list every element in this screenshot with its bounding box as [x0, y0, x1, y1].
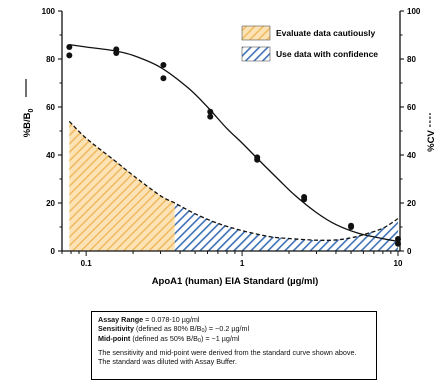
legend-swatch [241, 25, 271, 41]
legend-label: Evaluate data cautiously [276, 28, 375, 38]
y-right-tick-label: 20 [407, 199, 416, 208]
data-point [301, 196, 308, 203]
sensitivity-sub: 0 [201, 328, 205, 335]
sensitivity-line: Sensitivity (defined as 80% B/B0) = ~0.2… [98, 324, 370, 335]
y-left-title-main: %B/B [22, 112, 33, 137]
y-left-title-sub: 0 [28, 109, 35, 113]
midpoint-sub: 0 [197, 337, 201, 344]
assay-range-label: Assay Range [98, 315, 144, 324]
y-left-tick-label: 0 [51, 247, 56, 256]
midpoint-line: Mid-point (defined as 50% B/B0) = ~1 µg/… [98, 333, 370, 344]
y-right-tick-label: 80 [407, 55, 416, 64]
y-left-tick-label: 100 [42, 7, 56, 16]
assay-range-line: Assay Range = 0.078-10 µg/ml [98, 315, 370, 324]
y-right-tick-label: 0 [407, 247, 412, 256]
midpoint-pre: (defined as 50% B/B [130, 333, 198, 343]
x-tick-label: 1 [240, 259, 245, 268]
assay-range-value: = 0.078-10 µg/ml [143, 315, 200, 324]
legend-label: Use data with confidence [276, 49, 378, 59]
y-left-tick-label: 40 [46, 151, 55, 160]
sensitivity-post: ) = ~0.2 µg/ml [204, 324, 250, 334]
caution-region [69, 121, 175, 252]
y-right-tick-label: 40 [407, 151, 416, 160]
data-point [348, 224, 355, 230]
x-axis-title: ApoA1 (human) EIA Standard (µg/ml) [152, 276, 319, 287]
y-left-tick-label: 80 [46, 55, 55, 64]
assay-note: The sensitivity and mid-point were deriv… [98, 347, 357, 367]
cv-dashed-line [68, 120, 399, 241]
sensitivity-label: Sensitivity [98, 324, 134, 334]
y-right-axis-title: %CV [426, 130, 437, 152]
assay-info-box: Assay Range = 0.078-10 µg/ml Sensitivity… [91, 311, 377, 380]
data-point [207, 108, 214, 115]
midpoint-label: Mid-point [98, 333, 131, 343]
y-right-tick-label: 100 [407, 7, 421, 16]
legend-swatch [241, 46, 271, 62]
data-point [66, 52, 73, 59]
data-point [160, 62, 167, 68]
y-left-tick-label: 20 [46, 199, 55, 208]
y-right-tick-label: 60 [407, 103, 416, 112]
data-point [113, 50, 120, 56]
data-point [160, 75, 167, 82]
data-point [66, 44, 73, 50]
data-point [254, 156, 261, 163]
x-tick-label: 0.1 [81, 259, 93, 268]
standard-curve-chart: 0 0 20 20 40 40 60 60 80 80 100 100 0.1 1 10 Evaluate … [22, 7, 437, 287]
y-left-axis-title: %B/B0 [22, 109, 35, 138]
data-point [207, 113, 214, 120]
sensitivity-pre: (defined as 80% B/B [133, 324, 202, 334]
x-tick-label: 10 [394, 259, 403, 268]
confidence-region [174, 203, 398, 251]
y-left-tick-label: 60 [46, 103, 55, 112]
fit-curve [69, 43, 399, 243]
midpoint-post: ) = ~1 µg/ml [200, 333, 240, 343]
